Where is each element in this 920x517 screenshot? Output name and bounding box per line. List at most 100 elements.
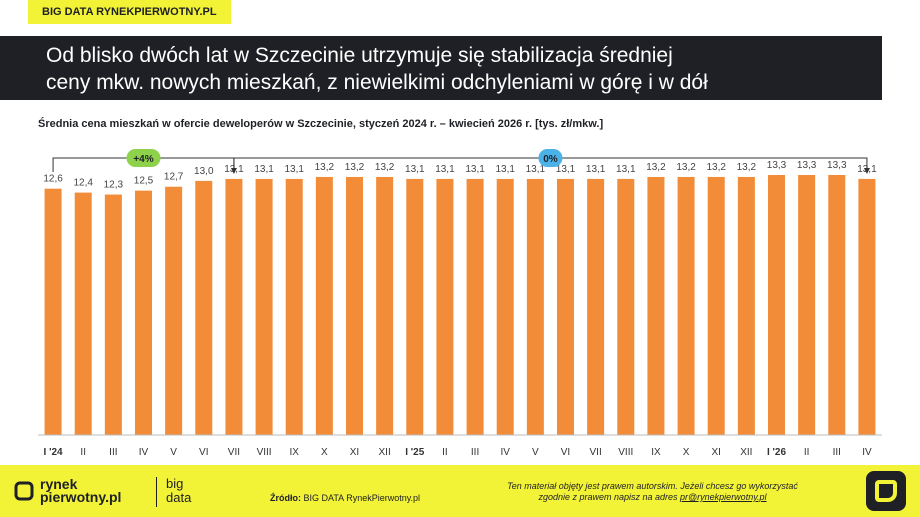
bar [768,175,785,435]
x-tick-label: X [321,447,328,458]
x-tick-label: VII [590,447,602,458]
copyright-line-2-text: zgodnie z prawem napisz na adres [538,492,678,502]
bar-value-label: 13,3 [797,160,817,171]
x-tick-label: IV [139,447,149,458]
x-tick-label: VIII [257,447,272,458]
x-tick-label: VIII [618,447,633,458]
title-band: Od blisko dwóch lat w Szczecinie utrzymu… [0,36,882,100]
x-tick-label: II [804,447,810,458]
bar-value-label: 13,1 [616,164,636,175]
bar-value-label: 12,5 [134,176,154,187]
x-tick-label: IX [289,447,299,458]
page-title: Od blisko dwóch lat w Szczecinie utrzymu… [46,42,874,96]
bar-value-label: 13,2 [315,162,335,173]
logo-bigdata: big data [166,477,216,505]
bar-value-label: 13,1 [556,164,576,175]
rynek-logo-icon [14,481,34,501]
logo-rynek-text: rynek [40,476,78,492]
bar-value-label: 13,1 [586,164,606,175]
x-tick-label: V [532,447,539,458]
bar [617,178,635,435]
x-tick-label: II [442,447,448,458]
bar-value-label: 13,1 [405,164,425,175]
source-value: BIG DATA RynekPierwotny.pl [303,493,421,503]
bar [647,176,665,435]
x-tick-label: XII [379,447,391,458]
x-tick-label: XII [740,447,752,458]
x-tick-label: IX [651,447,661,458]
change-badge-label: +4% [133,154,153,165]
bar [195,180,213,435]
bar [255,178,273,435]
bar [44,188,62,435]
logo-data-text: data [166,490,192,505]
title-line-2: ceny mkw. nowych mieszkań, z niewielkimi… [46,71,708,94]
bar [798,175,816,435]
bar [737,176,755,435]
x-tick-label: VII [228,447,240,458]
bar [74,192,92,435]
bar-value-label: 13,2 [375,162,395,173]
x-tick-label: IV [500,447,510,458]
change-badge-label: 0% [543,154,558,165]
bar [406,178,424,435]
bar [828,175,846,435]
copyright-email-link[interactable]: pr@rynekpierwotny.pl [680,492,767,502]
bracket-arrow-icon [863,168,870,174]
x-tick-label: V [170,447,177,458]
x-tick-label: IV [862,447,872,458]
copyright-note: Ten materiał objęty jest prawem autorski… [480,481,825,503]
source-note: Źródło: BIG DATA RynekPierwotny.pl [270,493,420,503]
bar-value-label: 13,1 [526,164,546,175]
bar [496,178,514,435]
bar-value-label: 13,2 [737,162,757,173]
bar [315,176,333,435]
logo-big-text: big [166,476,184,491]
bar-value-label: 13,0 [194,166,214,177]
x-tick-label: VI [561,447,570,458]
logo-rynekpierwotny: rynek pierwotny.pl [40,476,122,505]
bar [285,178,303,435]
bar-value-label: 12,3 [104,180,124,191]
logo-pierwotny-text: pierwotny.pl [40,489,122,505]
x-tick-label: II [80,447,86,458]
bar-value-label: 12,4 [73,178,93,189]
bar-value-label: 13,1 [465,164,485,175]
bar [135,190,152,435]
bar [557,178,574,435]
bar-value-label: 12,6 [43,174,63,185]
title-line-1: Od blisko dwóch lat w Szczecinie utrzymu… [46,44,673,67]
bar [225,178,243,435]
bar-value-label: 12,7 [164,172,184,183]
footer: rynek pierwotny.pl big data Źródło: BIG … [0,465,920,517]
x-tick-label: III [109,447,117,458]
x-tick-label: III [471,447,479,458]
x-tick-label: III [833,447,841,458]
x-tick-label: XI [711,447,720,458]
logo-separator [156,477,157,507]
bar-value-label: 13,1 [495,164,515,175]
x-tick-label: I '25 [405,447,424,458]
bar-value-label: 13,1 [435,164,455,175]
bar [436,178,454,435]
bar [466,178,484,435]
change-badge [538,149,563,167]
brand-tag: BIG DATA RYNEKPIERWOTNY.PL [28,0,231,24]
rynek-corner-logo-icon [866,471,906,511]
bar-value-label: 13,1 [254,164,274,175]
bar-value-label: 13,2 [646,162,666,173]
bar-value-label: 13,2 [345,162,365,173]
source-label: Źródło: [270,493,301,503]
x-tick-label: XI [350,447,359,458]
x-tick-label: VI [199,447,208,458]
change-badge [126,149,161,167]
bar-value-label: 13,1 [284,164,304,175]
copyright-line-2: zgodnie z prawem napisz na adres pr@ryne… [480,492,825,503]
x-tick-label: I '24 [44,447,63,458]
bar [677,176,695,435]
bar [104,194,122,435]
bar-value-label: 13,3 [827,160,847,171]
chart-title: Średnia cena mieszkań w ofercie dewelope… [38,118,604,130]
bar [858,178,876,435]
bar [707,176,725,435]
